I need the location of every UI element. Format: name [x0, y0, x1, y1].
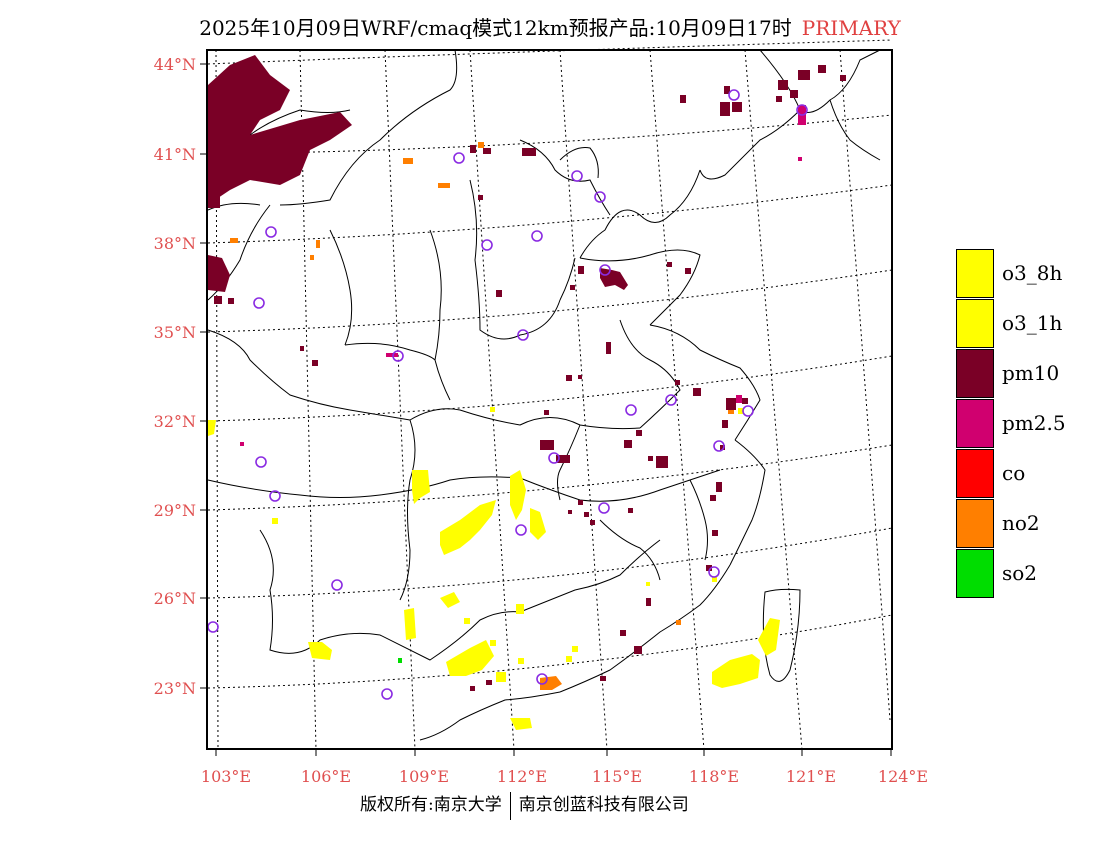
legend-swatch — [956, 299, 994, 348]
footer-divider — [509, 791, 511, 820]
lat-label-26: 26°N — [154, 589, 196, 608]
legend-label: pm10 — [1002, 361, 1060, 385]
lon-label-115: 115°E — [592, 767, 642, 786]
map-title: 2025年10月09日WRF/cmaq模式12km预报产品:10月09日17时 P… — [0, 12, 1100, 41]
legend-label: so2 — [1002, 561, 1038, 585]
no2-areas — [230, 142, 734, 690]
o3-areas — [208, 407, 780, 730]
lon-label-109: 109°E — [399, 767, 449, 786]
boundaries — [207, 49, 881, 741]
stations — [207, 89, 808, 700]
legend-swatch — [956, 499, 994, 548]
copyright-footer: 版权所有:南京大学 南京创蓝科技有限公司 — [360, 790, 689, 820]
copyright-right: 南京创蓝科技有限公司 — [518, 795, 689, 815]
title-text: 2025年10月09日WRF/cmaq模式12km预报产品:10月09日17时 — [199, 16, 792, 40]
copyright-left: 版权所有:南京大学 — [360, 795, 502, 815]
lat-label-41: 41°N — [154, 145, 196, 164]
pm25-areas — [240, 105, 806, 446]
lat-label-29: 29°N — [154, 501, 196, 520]
lon-label-106: 106°E — [301, 767, 351, 786]
lon-label-118: 118°E — [689, 767, 739, 786]
so2-areas — [398, 658, 402, 663]
latitude-labels: 44°N 41°N 38°N 35°N 32°N 29°N 26°N 23°N — [154, 55, 196, 698]
legend-label: o3_1h — [1002, 311, 1063, 335]
legend-label: o3_8h — [1002, 261, 1063, 285]
longitude-labels: 103°E 106°E 109°E 112°E 115°E 118°E 121°… — [201, 767, 928, 786]
lon-label-103: 103°E — [201, 767, 251, 786]
tick-marks — [200, 63, 892, 756]
legend-label: co — [1002, 461, 1026, 485]
lon-label-112: 112°E — [497, 767, 547, 786]
legend-swatch — [956, 349, 994, 398]
lon-label-124: 124°E — [878, 767, 928, 786]
lat-label-44: 44°N — [154, 55, 196, 74]
lon-label-121: 121°E — [786, 767, 836, 786]
lat-label-23: 23°N — [154, 679, 196, 698]
pm10-areas — [208, 55, 846, 691]
legend-label: pm2.5 — [1002, 411, 1066, 435]
map-frame — [206, 49, 893, 750]
legend-label: no2 — [1002, 511, 1040, 535]
lat-label-38: 38°N — [154, 234, 196, 253]
lat-label-32: 32°N — [154, 412, 196, 431]
primary-tag: PRIMARY — [801, 16, 901, 40]
legend-swatch — [956, 399, 994, 448]
lat-label-35: 35°N — [154, 323, 196, 342]
legend-swatch — [956, 549, 994, 598]
legend-swatch — [956, 249, 994, 298]
legend-swatch — [956, 449, 994, 498]
